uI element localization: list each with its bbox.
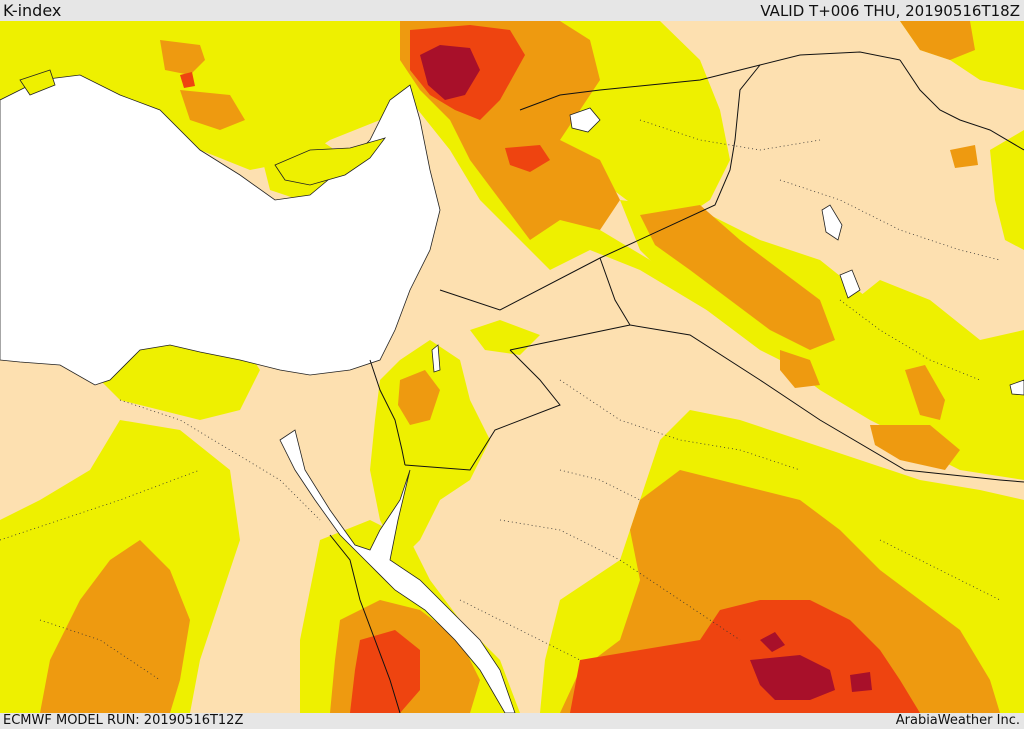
k-index-level-4: [420, 45, 872, 700]
admin-borders: [0, 119, 1001, 681]
header-bar: K-index VALID T+006 THU, 20190516T18Z: [0, 0, 1024, 21]
map-title: K-index: [3, 1, 62, 20]
model-run: ECMWF MODEL RUN: 20190516T12Z: [3, 713, 244, 728]
footer-bar: ECMWF MODEL RUN: 20190516T12Z ArabiaWeat…: [0, 713, 1024, 729]
country-borders: [329, 51, 1024, 713]
water-bodies: [0, 69, 1024, 713]
valid-time: VALID T+006 THU, 20190516T18Z: [760, 2, 1020, 20]
map-canvas: [0, 21, 1024, 713]
k-index-map: [0, 21, 1024, 713]
credit: ArabiaWeather Inc.: [895, 713, 1020, 728]
